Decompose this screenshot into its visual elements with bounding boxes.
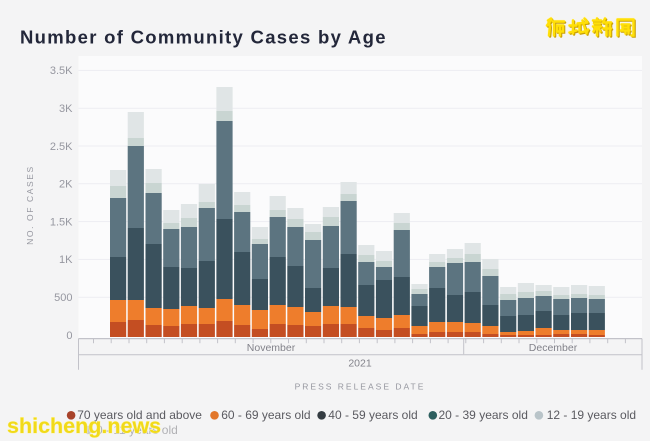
- svg-text:2.5K: 2.5K: [50, 141, 73, 153]
- svg-text:0 - 11 years old: 0 - 11 years old: [96, 423, 178, 437]
- svg-text:3.5K: 3.5K: [50, 65, 73, 77]
- svg-text:November: November: [247, 342, 296, 354]
- svg-text:2021: 2021: [348, 358, 372, 370]
- svg-text:1K: 1K: [59, 254, 73, 266]
- svg-text:NO. OF CASES: NO. OF CASES: [25, 165, 35, 245]
- svg-text:40 - 59 years old: 40 - 59 years old: [328, 408, 417, 422]
- svg-text:3K: 3K: [59, 103, 73, 115]
- svg-text:Number of Community Cases by A: Number of Community Cases by Age: [20, 27, 387, 48]
- svg-text:500: 500: [54, 292, 72, 304]
- svg-text:December: December: [529, 342, 578, 354]
- svg-text:60 - 69 years old: 60 - 69 years old: [221, 408, 310, 422]
- svg-text:PRESS RELEASE DATE: PRESS RELEASE DATE: [295, 382, 426, 392]
- svg-text:0: 0: [66, 330, 72, 342]
- svg-text:1.5K: 1.5K: [50, 216, 73, 228]
- svg-text:20 - 39 years old: 20 - 39 years old: [439, 408, 528, 422]
- svg-text:12 - 19 years old: 12 - 19 years old: [547, 408, 636, 422]
- svg-text:70 years old and above: 70 years old and above: [77, 408, 202, 422]
- svg-text:shicheng.news: shicheng.news: [7, 414, 161, 438]
- svg-text:2K: 2K: [59, 179, 73, 191]
